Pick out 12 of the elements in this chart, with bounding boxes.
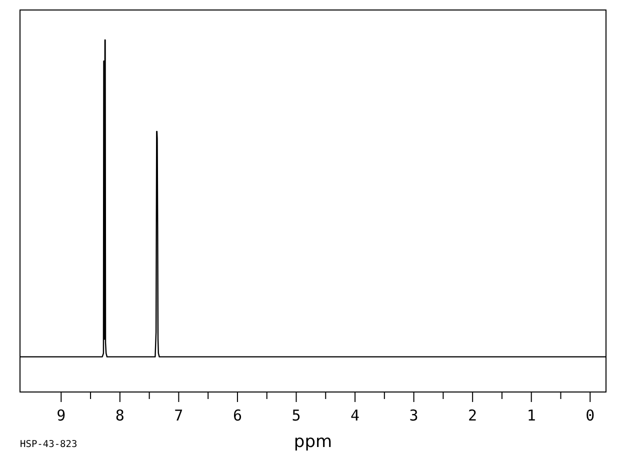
- x-axis-title: ppm: [294, 432, 332, 452]
- x-tick-label: 6: [232, 406, 242, 425]
- x-tick-label: 9: [56, 406, 66, 425]
- text: HSP-43-823: [20, 439, 78, 450]
- x-tick-label: 0: [586, 406, 595, 425]
- x-tick-label: 2: [468, 406, 478, 425]
- x-tick-label: 3: [409, 406, 418, 425]
- x-tick-label: 5: [292, 406, 301, 425]
- x-tick-label: 1: [526, 406, 536, 425]
- x-tick-label: 8: [115, 406, 124, 425]
- x-tick-label: 7: [174, 406, 184, 425]
- x-tick-label: 4: [350, 406, 360, 425]
